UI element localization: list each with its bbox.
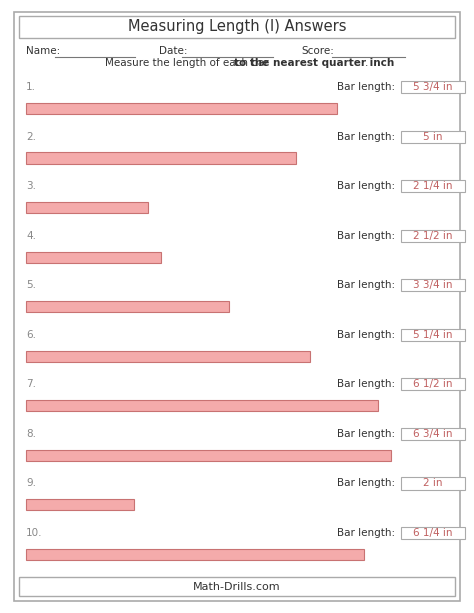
FancyBboxPatch shape <box>26 549 364 560</box>
FancyBboxPatch shape <box>26 251 161 262</box>
Text: 5 in: 5 in <box>423 132 442 142</box>
Text: Bar length:: Bar length: <box>337 330 395 340</box>
Text: Bar length:: Bar length: <box>337 379 395 389</box>
Text: Date:: Date: <box>159 47 187 56</box>
FancyBboxPatch shape <box>26 153 296 164</box>
FancyBboxPatch shape <box>14 12 460 601</box>
Text: 7.: 7. <box>26 379 36 389</box>
Text: 3 3/4 in: 3 3/4 in <box>413 280 452 291</box>
Text: Bar length:: Bar length: <box>337 132 395 142</box>
FancyBboxPatch shape <box>26 351 310 362</box>
Text: 4.: 4. <box>26 230 36 241</box>
Text: Bar length:: Bar length: <box>337 429 395 439</box>
Text: .: . <box>365 58 368 67</box>
FancyBboxPatch shape <box>401 279 465 291</box>
Text: 9.: 9. <box>26 478 36 489</box>
FancyBboxPatch shape <box>26 301 229 312</box>
Text: 10.: 10. <box>26 528 43 538</box>
Text: 6.: 6. <box>26 330 36 340</box>
Text: Math-Drills.com: Math-Drills.com <box>193 582 281 592</box>
FancyBboxPatch shape <box>401 478 465 490</box>
Text: Bar length:: Bar length: <box>337 230 395 241</box>
FancyBboxPatch shape <box>26 103 337 114</box>
Text: 3.: 3. <box>26 181 36 191</box>
FancyBboxPatch shape <box>401 180 465 192</box>
Text: Bar length:: Bar length: <box>337 82 395 92</box>
FancyBboxPatch shape <box>26 450 391 461</box>
Text: 6 1/4 in: 6 1/4 in <box>413 528 452 538</box>
Text: Bar length:: Bar length: <box>337 280 395 291</box>
Text: 5 1/4 in: 5 1/4 in <box>413 330 452 340</box>
FancyBboxPatch shape <box>401 527 465 539</box>
FancyBboxPatch shape <box>401 81 465 93</box>
FancyBboxPatch shape <box>401 378 465 390</box>
Text: Bar length:: Bar length: <box>337 181 395 191</box>
Text: Measuring Length (I) Answers: Measuring Length (I) Answers <box>128 20 346 34</box>
FancyBboxPatch shape <box>19 577 455 596</box>
Text: Bar length:: Bar length: <box>337 478 395 489</box>
Text: 5 3/4 in: 5 3/4 in <box>413 82 452 92</box>
Text: 8.: 8. <box>26 429 36 439</box>
FancyBboxPatch shape <box>26 400 377 411</box>
Text: 2 in: 2 in <box>423 478 442 489</box>
Text: 6 3/4 in: 6 3/4 in <box>413 429 452 439</box>
Text: 6 1/2 in: 6 1/2 in <box>413 379 452 389</box>
FancyBboxPatch shape <box>401 230 465 242</box>
Text: 2 1/4 in: 2 1/4 in <box>413 181 452 191</box>
FancyBboxPatch shape <box>401 329 465 341</box>
Text: 2 1/2 in: 2 1/2 in <box>413 230 452 241</box>
Text: Score:: Score: <box>301 47 334 56</box>
Text: 1.: 1. <box>26 82 36 92</box>
FancyBboxPatch shape <box>26 202 148 213</box>
Text: Bar length:: Bar length: <box>337 528 395 538</box>
Text: to the nearest quarter inch: to the nearest quarter inch <box>234 58 394 67</box>
FancyBboxPatch shape <box>401 131 465 143</box>
FancyBboxPatch shape <box>401 428 465 440</box>
Text: 5.: 5. <box>26 280 36 291</box>
FancyBboxPatch shape <box>19 16 455 38</box>
Text: Name:: Name: <box>26 47 60 56</box>
Text: 2.: 2. <box>26 132 36 142</box>
FancyBboxPatch shape <box>26 499 134 510</box>
Text: Measure the length of each bar: Measure the length of each bar <box>105 58 272 67</box>
